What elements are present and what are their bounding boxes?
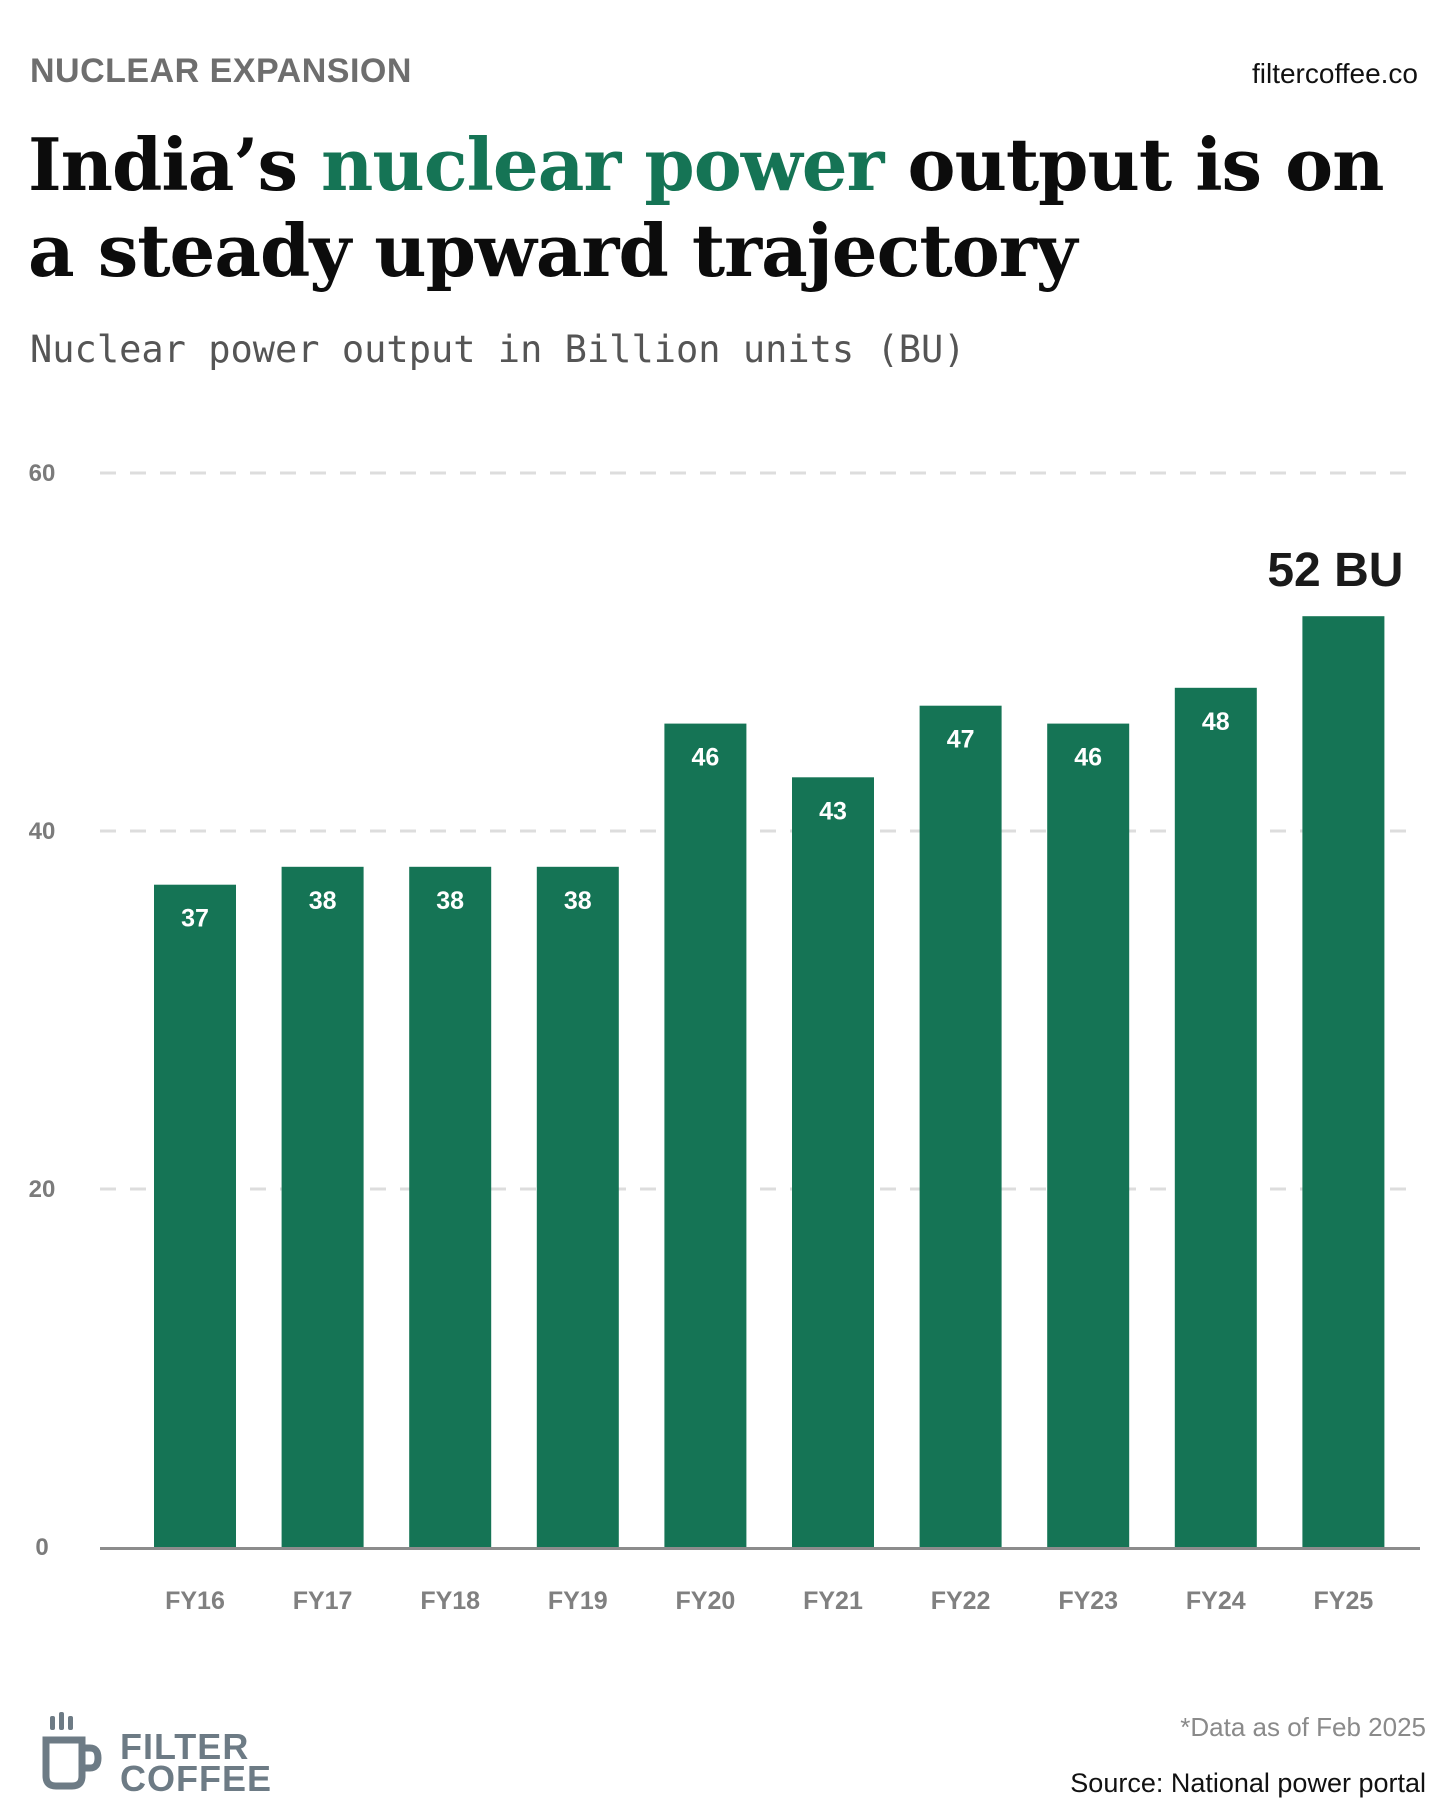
logo-line-1: FILTER bbox=[120, 1726, 250, 1767]
x-tick-label: FY25 bbox=[1314, 1587, 1374, 1615]
bar-fy22 bbox=[919, 705, 1002, 1547]
x-tick-label: FY17 bbox=[293, 1587, 353, 1615]
y-tick-label: 0 bbox=[35, 1534, 48, 1561]
bar-chart: 0 20 40 60 FY16 37 FY17 38 FY18 38 FY19 38 FY20 46 FY2… bbox=[29, 460, 1420, 1615]
bar-fy25 bbox=[1302, 616, 1385, 1547]
filter-coffee-logo: FILTER COFFEE bbox=[42, 1710, 273, 1799]
x-tick-label: FY20 bbox=[676, 1587, 736, 1615]
x-tick-label: FY18 bbox=[420, 1587, 480, 1615]
bar-fy20 bbox=[664, 723, 747, 1547]
title-accent: nuclear power bbox=[321, 122, 884, 207]
logo-wordmark: FILTER COFFEE bbox=[120, 1726, 273, 1799]
labels: 0 20 40 60 FY16 37 FY17 38 FY18 38 FY19 38 FY20 46 FY2… bbox=[29, 460, 1404, 1615]
bar-fy23 bbox=[1047, 723, 1130, 1547]
site-link[interactable]: filtercoffee.co bbox=[1251, 58, 1418, 89]
y-tick-label: 40 bbox=[29, 818, 56, 845]
data-label: 43 bbox=[819, 797, 847, 825]
data-label: 46 bbox=[691, 744, 719, 772]
coffee-cup-icon bbox=[42, 1710, 102, 1795]
x-tick-label: FY23 bbox=[1058, 1587, 1118, 1615]
data-label: 47 bbox=[947, 726, 975, 754]
data-note: *Data as of Feb 2025 bbox=[1180, 1712, 1426, 1742]
bar-fy24 bbox=[1174, 687, 1257, 1547]
bar-fy18 bbox=[409, 866, 492, 1547]
data-label: 46 bbox=[1074, 744, 1102, 772]
title-part-1: India’s bbox=[28, 122, 322, 207]
x-tick-label: FY24 bbox=[1186, 1587, 1246, 1615]
callout-label: 52 BU bbox=[1267, 544, 1403, 597]
bar-fy21 bbox=[792, 777, 874, 1547]
chart-title: India’s nuclear power output is on a ste… bbox=[28, 122, 1408, 294]
chart-subtitle: Nuclear power output in Billion units (B… bbox=[30, 328, 966, 371]
bar-fy16 bbox=[154, 884, 236, 1547]
data-label: 37 bbox=[181, 905, 209, 933]
source-credit: Source: National power portal bbox=[1070, 1768, 1426, 1798]
data-label: 38 bbox=[436, 887, 464, 915]
x-tick-label: FY19 bbox=[548, 1587, 608, 1615]
y-tick-label: 60 bbox=[29, 460, 56, 487]
bar-fy19 bbox=[536, 866, 619, 1547]
title-part-2: output is on a steady upward trajectory bbox=[28, 122, 1385, 293]
bars bbox=[154, 616, 1385, 1547]
bar-fy17 bbox=[281, 866, 364, 1547]
data-label: 38 bbox=[309, 887, 337, 915]
data-label: 48 bbox=[1202, 708, 1230, 736]
kicker: NUCLEAR EXPANSION bbox=[30, 52, 412, 90]
x-tick-label: FY22 bbox=[931, 1587, 991, 1615]
y-tick-label: 20 bbox=[29, 1176, 56, 1203]
data-label: 38 bbox=[564, 887, 592, 915]
x-tick-label: FY21 bbox=[803, 1587, 863, 1615]
logo-line-2: COFFEE bbox=[120, 1758, 273, 1799]
x-tick-label: FY16 bbox=[165, 1587, 225, 1615]
